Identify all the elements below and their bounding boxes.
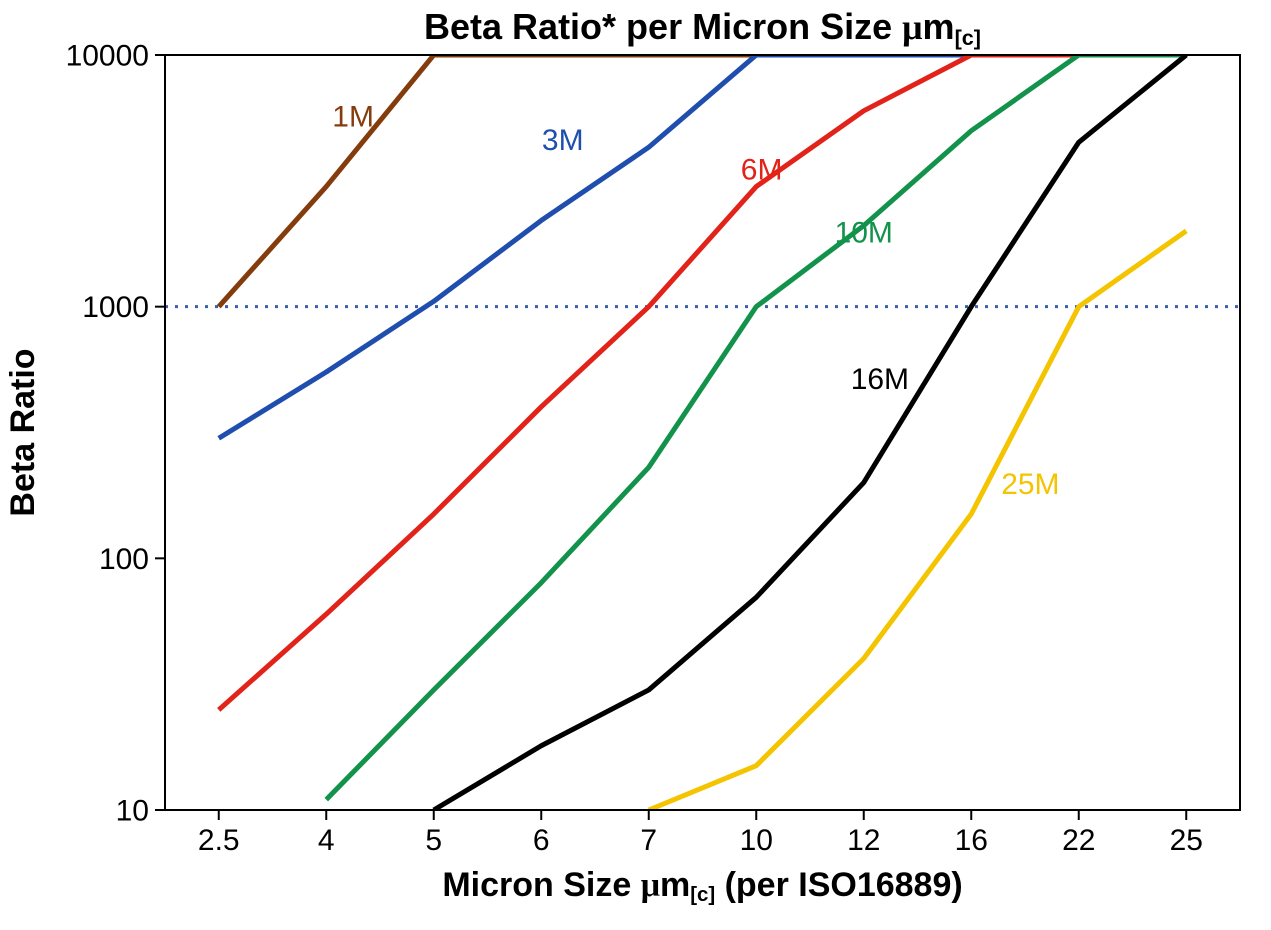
x-tick-label: 12 [847, 824, 880, 857]
beta-ratio-chart: 2.5 4 5 6 7 10 12 16 22 25 10 100 1000 10000 1M 3M 6M 10M… [0, 0, 1271, 930]
x-tick-label: 4 [318, 824, 335, 857]
x-tick-label: 5 [425, 824, 442, 857]
y-tick-label: 10 [116, 795, 149, 828]
y-axis-label: Beta Ratio [4, 348, 42, 516]
x-tick-label: 16 [955, 824, 988, 857]
y-tick-label: 1000 [82, 291, 149, 324]
x-tick-label: 7 [640, 824, 657, 857]
x-tick-label: 6 [533, 824, 550, 857]
series-label-25M: 25M [1001, 468, 1059, 501]
y-tick-label: 100 [99, 543, 149, 576]
x-tick-label: 25 [1170, 824, 1203, 857]
x-tick-label: 10 [740, 824, 773, 857]
chart-title: Beta Ratio* per Micron Size μm[c] [424, 6, 981, 50]
x-tick-label: 22 [1062, 824, 1095, 857]
x-tick-label: 2.5 [198, 824, 240, 857]
y-tick-label: 10000 [66, 40, 149, 73]
series-label-10M: 10M [835, 216, 893, 249]
series-label-6M: 6M [741, 154, 783, 187]
series-label-16M: 16M [851, 363, 909, 396]
series-label-1M: 1M [332, 100, 374, 133]
series-label-3M: 3M [542, 124, 584, 157]
